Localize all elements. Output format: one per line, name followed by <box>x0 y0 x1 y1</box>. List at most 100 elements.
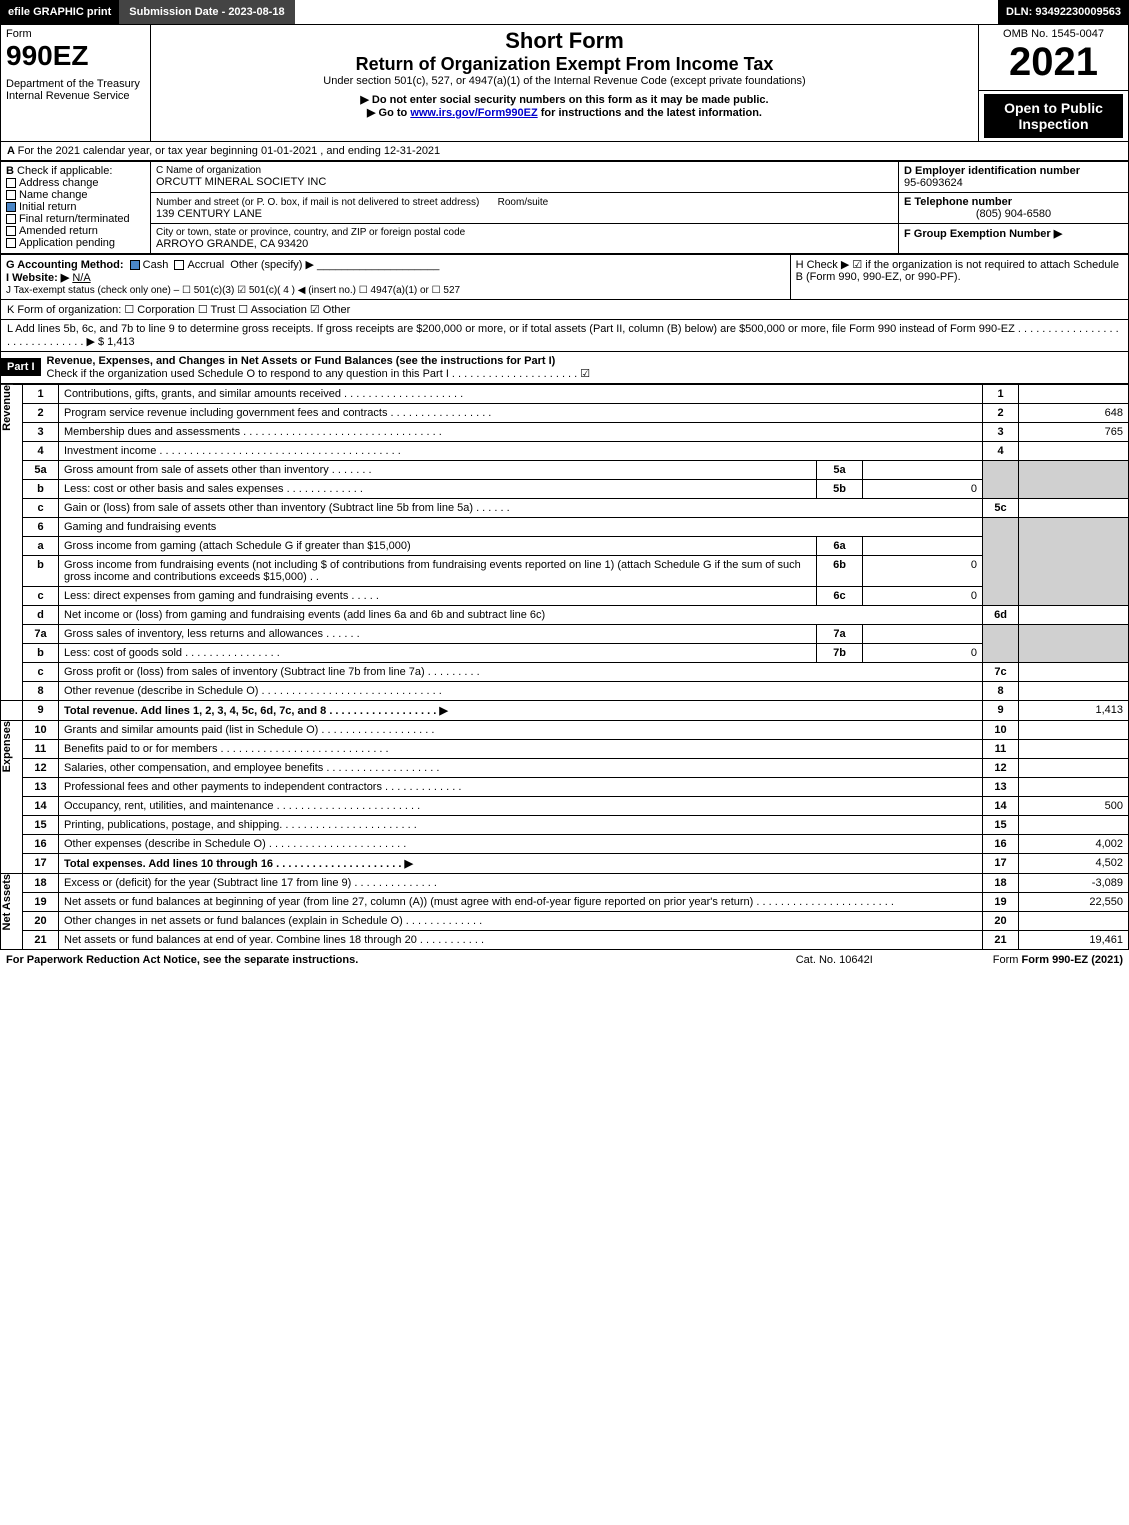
row-7c-num: c <box>23 662 59 681</box>
c-name-label: C Name of organization <box>156 165 893 176</box>
l-row: L Add lines 5b, 6c, and 7b to line 9 to … <box>0 320 1129 352</box>
i-website-label: I Website: ▶ <box>6 272 69 284</box>
part-i-badge: Part I <box>1 358 41 376</box>
row-6c-num: c <box>23 586 59 605</box>
efile-print-label[interactable]: efile GRAPHIC print <box>0 0 119 24</box>
row-15-val <box>1019 815 1129 834</box>
row-20-val <box>1019 911 1129 930</box>
row-17-val: 4,502 <box>1019 853 1129 873</box>
row-10-an: 10 <box>983 720 1019 739</box>
row-7b-iv: 0 <box>863 643 983 662</box>
row-9-val: 1,413 <box>1019 700 1129 720</box>
row-11-val <box>1019 739 1129 758</box>
row-7c-desc: Gross profit or (loss) from sales of inv… <box>59 662 983 681</box>
row-3-an: 3 <box>983 422 1019 441</box>
cb-name-change[interactable]: Name change <box>19 189 88 201</box>
tax-year: 2021 <box>984 40 1123 85</box>
revenue-label: Revenue <box>1 385 13 431</box>
org-name: ORCUTT MINERAL SOCIETY INC <box>156 176 893 188</box>
row-6a-desc: Gross income from gaming (attach Schedul… <box>59 536 817 555</box>
footer-mid: Cat. No. 10642I <box>796 954 873 966</box>
row-19-num: 19 <box>23 892 59 911</box>
g-cash[interactable]: Cash <box>143 259 169 271</box>
row-19-val: 22,550 <box>1019 892 1129 911</box>
row-6c-iv: 0 <box>863 586 983 605</box>
row-21-val: 19,461 <box>1019 930 1129 949</box>
submission-date: Submission Date - 2023-08-18 <box>119 0 294 24</box>
row-5a-desc: Gross amount from sale of assets other t… <box>59 460 817 479</box>
row-13-num: 13 <box>23 777 59 796</box>
goto-link-line: ▶ Go to www.irs.gov/Form990EZ for instru… <box>156 106 973 119</box>
row-14-desc: Occupancy, rent, utilities, and maintena… <box>59 796 983 815</box>
e-phone-label: E Telephone number <box>904 196 1012 208</box>
row-6d-num: d <box>23 605 59 624</box>
row-6b-iv: 0 <box>863 555 983 586</box>
section-a-text: For the 2021 calendar year, or tax year … <box>18 145 441 157</box>
org-info-table: B Check if applicable: Address change Na… <box>0 161 1129 254</box>
row-21-num: 21 <box>23 930 59 949</box>
footer-right: Form Form 990-EZ (2021) <box>993 954 1123 966</box>
row-11-desc: Benefits paid to or for members . . . . … <box>59 739 983 758</box>
top-bar: efile GRAPHIC print Submission Date - 20… <box>0 0 1129 24</box>
row-7a-iv <box>863 624 983 643</box>
row-10-num: 10 <box>23 720 59 739</box>
row-7b-num: b <box>23 643 59 662</box>
cb-final-return[interactable]: Final return/terminated <box>19 213 130 225</box>
row-6d-desc: Net income or (loss) from gaming and fun… <box>59 605 983 624</box>
row-7b-ib: 7b <box>817 643 863 662</box>
room-label: Room/suite <box>498 197 549 208</box>
page-footer: For Paperwork Reduction Act Notice, see … <box>0 950 1129 970</box>
irs-link[interactable]: www.irs.gov/Form990EZ <box>410 107 537 119</box>
row-1-val <box>1019 384 1129 403</box>
cb-amended-return[interactable]: Amended return <box>19 225 98 237</box>
row-18-num: 18 <box>23 873 59 892</box>
row-11-num: 11 <box>23 739 59 758</box>
row-1-an: 1 <box>983 384 1019 403</box>
part-i-title: Revenue, Expenses, and Changes in Net As… <box>47 355 556 367</box>
cb-application-pending[interactable]: Application pending <box>19 237 115 249</box>
row-2-desc: Program service revenue including govern… <box>59 403 983 422</box>
row-21-an: 21 <box>983 930 1019 949</box>
addr-label: Number and street (or P. O. box, if mail… <box>156 197 479 208</box>
row-5a-ib: 5a <box>817 460 863 479</box>
goto-pre: ▶ Go to <box>367 107 410 119</box>
row-15-num: 15 <box>23 815 59 834</box>
city-state-zip: ARROYO GRANDE, CA 93420 <box>156 238 893 250</box>
part-i-check: Check if the organization used Schedule … <box>47 368 591 380</box>
g-other[interactable]: Other (specify) ▶ <box>230 259 314 271</box>
d-ein-value: 95-6093624 <box>904 177 963 189</box>
row-6-num: 6 <box>23 517 59 536</box>
row-12-desc: Salaries, other compensation, and employ… <box>59 758 983 777</box>
row-14-an: 14 <box>983 796 1019 815</box>
line-items-table: Revenue 1 Contributions, gifts, grants, … <box>0 384 1129 950</box>
g-accrual[interactable]: Accrual <box>187 259 224 271</box>
row-6b-num: b <box>23 555 59 586</box>
row-7a-ib: 7a <box>817 624 863 643</box>
row-13-an: 13 <box>983 777 1019 796</box>
row-7c-an: 7c <box>983 662 1019 681</box>
row-5c-val <box>1019 498 1129 517</box>
row-12-an: 12 <box>983 758 1019 777</box>
row-19-desc: Net assets or fund balances at beginning… <box>59 892 983 911</box>
row-4-desc: Investment income . . . . . . . . . . . … <box>59 441 983 460</box>
form-number: 990EZ <box>6 40 145 72</box>
h-schedule-b: H Check ▶ ☑ if the organization is not r… <box>790 254 1128 299</box>
row-16-num: 16 <box>23 834 59 853</box>
row-3-num: 3 <box>23 422 59 441</box>
d-ein-label: D Employer identification number <box>904 165 1080 177</box>
row-5b-iv: 0 <box>863 479 983 498</box>
cb-initial-return[interactable]: Initial return <box>19 201 76 213</box>
row-21-desc: Net assets or fund balances at end of ye… <box>59 930 983 949</box>
return-title: Return of Organization Exempt From Incom… <box>156 54 973 75</box>
section-a: A For the 2021 calendar year, or tax yea… <box>0 142 1129 161</box>
row-5b-num: b <box>23 479 59 498</box>
phone-number: (805) 904-6580 <box>904 208 1123 220</box>
row-9-an: 9 <box>983 700 1019 720</box>
form-label: Form <box>6 28 145 40</box>
row-10-val <box>1019 720 1129 739</box>
k-row: K Form of organization: ☐ Corporation ☐ … <box>0 300 1129 320</box>
cb-address-change[interactable]: Address change <box>19 177 99 189</box>
row-16-an: 16 <box>983 834 1019 853</box>
form-header-table: Form 990EZ Department of the Treasury In… <box>0 24 1129 142</box>
row-1-desc: Contributions, gifts, grants, and simila… <box>59 384 983 403</box>
